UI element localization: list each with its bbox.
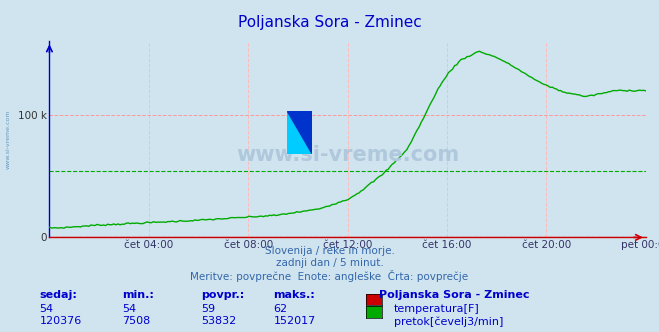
Text: 53832: 53832: [201, 316, 236, 326]
Text: 120376: 120376: [40, 316, 82, 326]
Text: Poljanska Sora - Zminec: Poljanska Sora - Zminec: [379, 290, 529, 299]
Text: Poljanska Sora - Zminec: Poljanska Sora - Zminec: [238, 15, 421, 30]
Text: Slovenija / reke in morje.: Slovenija / reke in morje.: [264, 246, 395, 256]
Polygon shape: [287, 111, 312, 154]
Text: min.:: min.:: [122, 290, 154, 299]
Text: www.si-vreme.com: www.si-vreme.com: [5, 110, 11, 169]
Text: zadnji dan / 5 minut.: zadnji dan / 5 minut.: [275, 258, 384, 268]
Text: Meritve: povprečne  Enote: angleške  Črta: povprečje: Meritve: povprečne Enote: angleške Črta:…: [190, 270, 469, 282]
Text: 7508: 7508: [122, 316, 150, 326]
Text: 152017: 152017: [273, 316, 316, 326]
Text: 54: 54: [40, 304, 53, 314]
Text: 62: 62: [273, 304, 287, 314]
Text: pretok[čevelj3/min]: pretok[čevelj3/min]: [394, 316, 503, 327]
Text: 54: 54: [122, 304, 136, 314]
Text: povpr.:: povpr.:: [201, 290, 244, 299]
Text: maks.:: maks.:: [273, 290, 315, 299]
Polygon shape: [287, 111, 312, 154]
Text: temperatura[F]: temperatura[F]: [394, 304, 480, 314]
Text: 59: 59: [201, 304, 215, 314]
Text: sedaj:: sedaj:: [40, 290, 77, 299]
Text: www.si-vreme.com: www.si-vreme.com: [236, 145, 459, 165]
